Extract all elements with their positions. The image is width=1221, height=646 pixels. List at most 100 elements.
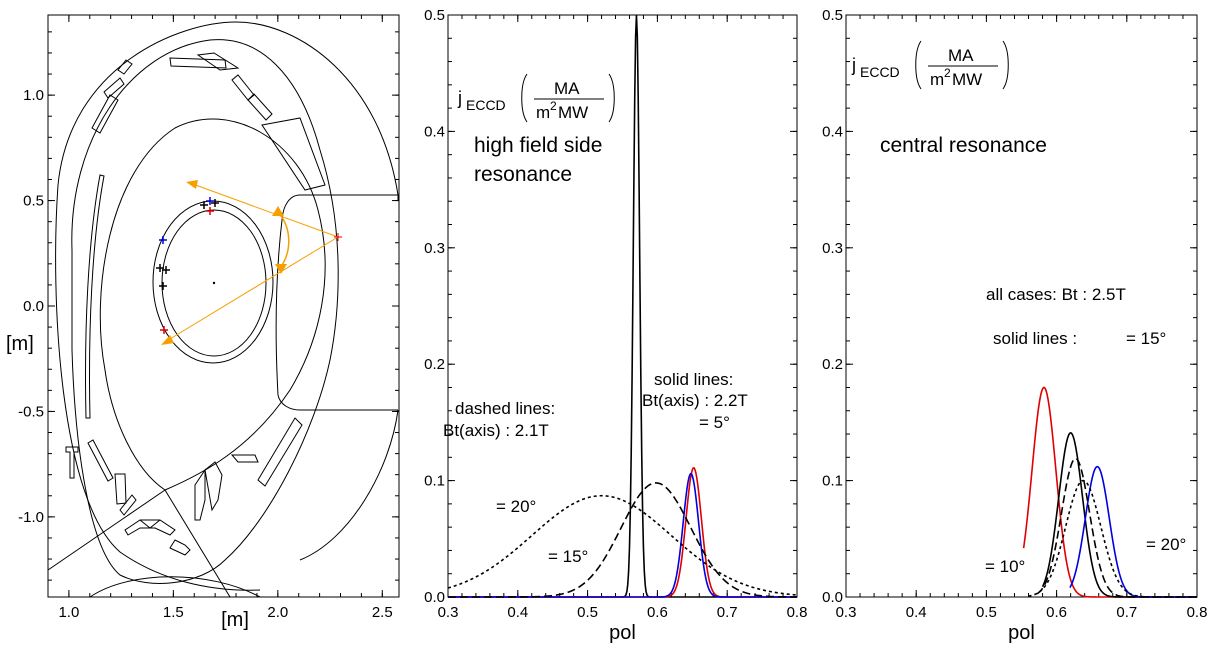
unit-den-m: m [930, 70, 944, 89]
unit-den-mw: MW [558, 103, 588, 122]
x-tick-label: 1.5 [163, 604, 184, 621]
absorption-markers [156, 197, 219, 334]
annotation-hfs-1: high field side [474, 134, 602, 157]
x-axis-label: [m] [221, 609, 249, 631]
launcher-marker [334, 233, 342, 241]
arrowhead-upper [186, 180, 198, 189]
x-tick-label: 0.5 [577, 604, 598, 621]
y-tick-label: 1.0 [23, 87, 44, 104]
annotation-all-cases: all cases: Bt : 2.5T [986, 285, 1126, 304]
jeccd-subscript: ECCD [466, 97, 506, 113]
vessel-port [275, 194, 398, 411]
series-black-dashed-3 [448, 482, 798, 598]
unit-numerator: MA [948, 46, 974, 65]
x-tick-label: 0.4 [906, 604, 927, 621]
annotation-solid-bt: Bt(axis) : 2.2T [642, 391, 748, 410]
y-tick-label: 0.5 [23, 193, 44, 210]
annotation-dashed-bt: Bt(axis) : 2.1T [443, 421, 549, 440]
x-axis-label: pol [609, 622, 636, 644]
beam-lower [164, 236, 339, 343]
x-tick-label: 0.3 [836, 604, 857, 621]
y-tick-label: 0.4 [424, 123, 445, 140]
y-tick-label: 0.2 [424, 356, 445, 373]
annotation-angle-15: = 15° [1126, 329, 1166, 348]
cross-section-panel: 1.0 1.5 2.0 2.5 1.0 0.5 0.0 -0.5 -1.0 [m] [m] [6, 14, 400, 631]
right-paren [1002, 40, 1009, 90]
panel2-ylabel: j ECCD MA m 2 MW [457, 73, 615, 123]
left-paren [521, 73, 528, 123]
panel3-series [1022, 386, 1197, 598]
jeccd-subscript: ECCD [860, 64, 900, 80]
panel3-frame [845, 14, 1198, 598]
x-tick-label: 0.3 [438, 604, 459, 621]
panel2-ticks: 0.3 0.4 0.5 0.6 0.7 0.8 0.0 0.1 0.2 0.3 0.4 0.5 pol [424, 7, 807, 644]
vacuum-vessel-lower [55, 184, 261, 591]
first-wall [71, 39, 339, 584]
y-tick-label: 0.0 [424, 589, 445, 606]
arrowhead-lower [161, 335, 174, 345]
vessel-right-lower [299, 409, 399, 561]
lower-divertor [65, 417, 303, 556]
magnetic-axis [212, 281, 216, 285]
chart-hfs-panel: 0.3 0.4 0.5 0.6 0.7 0.80.00.10.20.30.40.5pol … [424, 7, 807, 644]
separatrix-leg-right [164, 489, 231, 598]
series-red-solid-1 [448, 467, 797, 598]
separatrix-leg-left [47, 489, 166, 571]
y-tick-label: 0.3 [822, 240, 843, 257]
arrowhead-arc-bottom [275, 264, 287, 274]
annotation-central: central resonance [880, 134, 1047, 157]
y-tick-label: -0.5 [18, 403, 44, 420]
annotation-angle-15: = 15° [548, 547, 588, 566]
beam-arrowheads [161, 180, 287, 345]
annotation-solid-title: solid lines: [654, 370, 733, 389]
y-tick-label: 0.4 [822, 123, 843, 140]
annotation-angle-20: = 20° [496, 497, 536, 516]
jeccd-symbol: j [457, 88, 462, 108]
x-axis-label: pol [1008, 622, 1035, 644]
annotation-solid-lines: solid lines : [993, 329, 1077, 348]
y-tick-label: 0.0 [23, 298, 44, 315]
flux-surface-inner [161, 209, 267, 357]
y-tick-label: 0.5 [822, 7, 843, 24]
y-tick-label: 0.0 [822, 589, 843, 606]
inner-wall-tiles [85, 174, 105, 419]
upper-components [91, 52, 326, 191]
x-tick-label: 0.7 [1116, 604, 1137, 621]
beam-angle-arc [277, 211, 290, 269]
y-tick-label: -1.0 [18, 509, 44, 526]
panel3-ticks: 0.3 0.4 0.5 0.6 0.7 0.8 0.0 0.1 0.2 0.3 0.4 0.5 pol [822, 7, 1207, 644]
vacuum-vessel [57, 21, 399, 200]
unit-numerator: MA [554, 79, 580, 98]
x-tick-label: 0.7 [717, 604, 738, 621]
annotation-hfs-2: resonance [474, 163, 572, 186]
x-tick-label: 0.6 [1046, 604, 1067, 621]
y-tick-label: 0.1 [424, 473, 445, 490]
y-tick-label: 0.2 [822, 356, 843, 373]
right-paren [608, 73, 615, 123]
annotation-angle-10: = 10° [985, 557, 1025, 576]
unit-den-mw: MW [952, 70, 982, 89]
jeccd-symbol: j [851, 55, 856, 75]
y-tick-label: 0.3 [424, 240, 445, 257]
series-black-dashed-3 [1036, 457, 1197, 598]
unit-den-sup: 2 [944, 66, 951, 80]
series-black-dotted-4 [447, 494, 798, 596]
x-tick-label: 2.0 [267, 604, 288, 621]
unit-den-m: m [536, 103, 550, 122]
series-black-dotted-4 [1028, 479, 1197, 598]
y-axis-label: [m] [6, 333, 34, 355]
panel3-ylabel: j ECCD MA m 2 MW [851, 40, 1009, 90]
x-tick-label: 1.0 [58, 604, 79, 621]
chart-central-panel: 0.3 0.4 0.5 0.6 0.7 0.80.00.10.20.30.40.5pol … [822, 7, 1207, 644]
separatrix [99, 118, 326, 491]
x-tick-label: 2.5 [372, 604, 393, 621]
y-tick-label: 0.5 [424, 7, 445, 24]
panel1-ticks: 1.0 1.5 2.0 2.5 1.0 0.5 0.0 -0.5 -1.0 [m] [m] [6, 15, 399, 631]
bottom-arc [89, 576, 261, 598]
series-blue-solid-2 [1069, 465, 1197, 598]
unit-den-sup: 2 [550, 99, 557, 113]
x-tick-label: 0.6 [647, 604, 668, 621]
ecrh-beams [164, 182, 339, 343]
arrowhead-arc-top [272, 206, 284, 216]
